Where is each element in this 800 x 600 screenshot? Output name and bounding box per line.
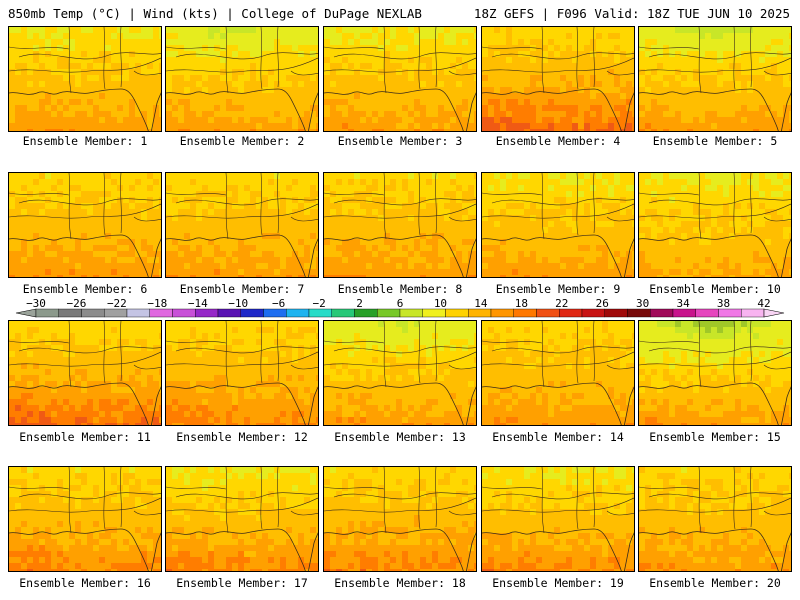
ensemble-member-map: [323, 172, 477, 278]
colorbar-tick-label: −14: [188, 297, 208, 310]
ensemble-member-label: Ensemble Member: 10: [649, 282, 781, 296]
colorbar-tick-label: 22: [555, 297, 568, 310]
colorbar-tick-label: −22: [107, 297, 127, 310]
colorbar-segment: [513, 308, 537, 318]
colorbar-tick-label: 14: [474, 297, 488, 310]
colorbar-segment: [695, 308, 719, 318]
ensemble-member-map: [323, 320, 477, 426]
colorbar-tick-label: −18: [147, 297, 167, 310]
ensemble-member-label: Ensemble Member: 14: [492, 430, 624, 444]
colorbar-segment: [445, 308, 469, 318]
colorbar-tick-label: 30: [636, 297, 649, 310]
colorbar-right-arrow: [763, 308, 785, 318]
colorbar-segment: [718, 308, 742, 318]
colorbar-segment: [58, 308, 82, 318]
colorbar-left-arrow: [15, 308, 37, 318]
ensemble-member-map: [8, 320, 162, 426]
ensemble-member-label: Ensemble Member: 2: [179, 134, 305, 148]
ensemble-member-label: Ensemble Member: 18: [334, 576, 466, 590]
ensemble-member-map: [165, 320, 319, 426]
colorbar-segment: [604, 308, 628, 318]
colorbar-tick-label: 42: [757, 297, 770, 310]
ensemble-member-label: Ensemble Member: 19: [492, 576, 624, 590]
ensemble-member-label: Ensemble Member: 1: [22, 134, 148, 148]
colorbar-tick-label: −26: [67, 297, 87, 310]
colorbar-segment: [81, 308, 105, 318]
colorbar-segment: [354, 308, 378, 318]
colorbar-segment: [172, 308, 196, 318]
ensemble-member-label: Ensemble Member: 13: [334, 430, 466, 444]
ensemble-member-map: [165, 26, 319, 132]
colorbar-tick-label: 34: [676, 297, 690, 310]
ensemble-member-label: Ensemble Member: 3: [337, 134, 463, 148]
plot-title-right: 18Z GEFS | F096 Valid: 18Z TUE JUN 10 20…: [473, 6, 790, 21]
colorbar-segment: [399, 308, 423, 318]
ensemble-member-map: [8, 26, 162, 132]
ensemble-member-map: [165, 172, 319, 278]
colorbar-segment: [581, 308, 605, 318]
ensemble-member-label: Ensemble Member: 8: [337, 282, 463, 296]
colorbar-tick-label: 6: [397, 297, 404, 310]
colorbar-segment: [627, 308, 651, 318]
colorbar-segment: [217, 308, 241, 318]
colorbar-tick-label: −30: [26, 297, 46, 310]
colorbar-tick-label: 38: [717, 297, 730, 310]
colorbar-segment: [308, 308, 332, 318]
ensemble-member-map: [8, 466, 162, 572]
colorbar-segment: [104, 308, 128, 318]
ensemble-member-label: Ensemble Member: 12: [176, 430, 308, 444]
ensemble-member-label: Ensemble Member: 17: [176, 576, 308, 590]
ensemble-member-label: Ensemble Member: 15: [649, 430, 781, 444]
ensemble-member-label: Ensemble Member: 7: [179, 282, 305, 296]
colorbar-tick-label: 26: [596, 297, 609, 310]
colorbar-tick-label: −2: [312, 297, 325, 310]
colorbar-segment: [536, 308, 560, 318]
colorbar-segment: [741, 308, 765, 318]
colorbar-segment: [650, 308, 674, 318]
ensemble-member-map: [481, 320, 635, 426]
ensemble-member-map: [638, 172, 792, 278]
ensemble-member-label: Ensemble Member: 16: [19, 576, 151, 590]
colorbar-segment: [672, 308, 696, 318]
colorbar-segment: [195, 308, 219, 318]
temperature-colorbar: −30 −26 −22 −18 −14 −10 −6 −2 2 6 10 14 18 22 26 30 34 38…: [15, 297, 785, 318]
ensemble-member-map: [165, 466, 319, 572]
colorbar-segment: [422, 308, 446, 318]
ensemble-member-map: [638, 26, 792, 132]
colorbar-segment: [35, 308, 59, 318]
ensemble-member-map: [323, 26, 477, 132]
colorbar-segment: [468, 308, 492, 318]
colorbar-tick-label: 18: [515, 297, 528, 310]
colorbar-tick-label: 2: [356, 297, 363, 310]
ensemble-member-label: Ensemble Member: 6: [22, 282, 148, 296]
colorbar-tick-label: −10: [228, 297, 248, 310]
ensemble-member-map: [638, 466, 792, 572]
ensemble-member-label: Ensemble Member: 4: [495, 134, 621, 148]
colorbar-segment: [126, 308, 150, 318]
colorbar-segment: [490, 308, 514, 318]
ensemble-member-map: [323, 466, 477, 572]
colorbar-segment: [331, 308, 355, 318]
colorbar-segment: [559, 308, 583, 318]
colorbar-tick-label: 10: [434, 297, 447, 310]
colorbar-tick-label: −6: [272, 297, 285, 310]
ensemble-member-map: [481, 172, 635, 278]
colorbar-segment: [263, 308, 287, 318]
plot-title-left: 850mb Temp (°C) | Wind (kts) | College o…: [8, 6, 422, 21]
ensemble-member-map: [481, 26, 635, 132]
ensemble-member-label: Ensemble Member: 5: [652, 134, 778, 148]
ensemble-member-label: Ensemble Member: 20: [649, 576, 781, 590]
ensemble-member-map: [8, 172, 162, 278]
colorbar-segment: [377, 308, 401, 318]
ensemble-member-label: Ensemble Member: 11: [19, 430, 151, 444]
colorbar-segment: [149, 308, 173, 318]
colorbar-segment: [240, 308, 264, 318]
colorbar-segment: [286, 308, 310, 318]
ensemble-member-label: Ensemble Member: 9: [495, 282, 621, 296]
ensemble-member-map: [481, 466, 635, 572]
ensemble-member-map: [638, 320, 792, 426]
